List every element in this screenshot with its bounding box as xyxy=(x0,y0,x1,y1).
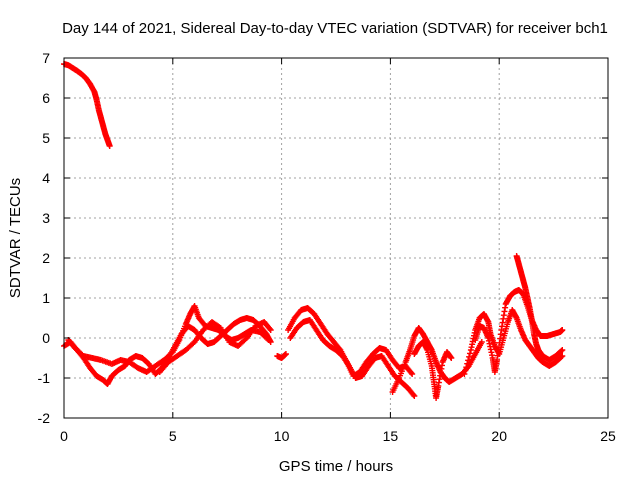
y-tick-label--1: -1 xyxy=(38,370,51,386)
marker-arc-k-13-6 xyxy=(558,347,565,354)
point-arc-h-10 xyxy=(448,355,455,361)
point-arc-g-17 xyxy=(478,339,485,345)
point-arc-i-0 xyxy=(461,371,468,377)
x-tick-label-15: 15 xyxy=(383,428,399,444)
marker-arc-c-12-6 xyxy=(266,325,273,332)
x-tick-label-0: 0 xyxy=(60,428,68,444)
y-tick-label-3: 3 xyxy=(42,210,50,226)
y-tick-label--2: -2 xyxy=(38,410,51,426)
marker-arc-f-18-6 xyxy=(410,391,417,398)
x-tick-label-10: 10 xyxy=(274,428,290,444)
marker-arc-i-0-1 xyxy=(462,367,469,374)
y-tick-label-2: 2 xyxy=(42,250,50,266)
marker-arc-b-26-6 xyxy=(264,335,271,342)
y-tick-label-0: 0 xyxy=(42,330,50,346)
series-arc-early-high xyxy=(61,61,113,149)
axis-ticks: 0 5 10 15 20 25 -2 -1 0 1 2 3 4 5 6 7 xyxy=(38,50,616,444)
marker-arc-i-0-5 xyxy=(466,353,473,360)
point-arc-c-13 xyxy=(267,327,274,333)
y-tick-label-1: 1 xyxy=(42,290,50,306)
point-arc-f-19 xyxy=(411,393,418,399)
plot-frame xyxy=(63,57,609,419)
x-tick-label-25: 25 xyxy=(600,428,616,444)
y-axis-label: SDTVAR / TECUs xyxy=(7,178,24,298)
series-arc-g xyxy=(389,325,485,395)
marker-arc-i-0-2 xyxy=(463,364,470,371)
grid-lines xyxy=(64,58,608,418)
point-arc-b-27 xyxy=(265,337,272,343)
x-axis-label: GPS time / hours xyxy=(279,458,393,475)
series-arc-a xyxy=(61,315,274,387)
y-tick-label-4: 4 xyxy=(42,170,50,186)
marker-arc-e-18-6 xyxy=(408,369,415,376)
x-tick-label-5: 5 xyxy=(169,428,177,444)
marker-arc-i-0-3 xyxy=(464,360,471,367)
marker-arc-i-20-6 xyxy=(558,353,565,360)
series-arc-k xyxy=(513,253,566,363)
series-arc-h xyxy=(411,339,455,401)
chart-title: Day 144 of 2021, Sidereal Day-to-day VTE… xyxy=(62,20,608,37)
point-arc-k-14 xyxy=(559,347,566,353)
series-arc-d xyxy=(274,351,289,361)
point-arc-e-19 xyxy=(409,371,416,377)
data-points xyxy=(61,61,566,401)
marker-arc-i-0-4 xyxy=(465,357,472,364)
y-tick-label-6: 6 xyxy=(42,90,50,106)
y-tick-label-5: 5 xyxy=(42,130,50,146)
x-tick-label-20: 20 xyxy=(491,428,507,444)
point-arc-d-2 xyxy=(282,351,289,357)
point-arc-i-21 xyxy=(559,353,566,359)
marker-arc-i-0-6 xyxy=(466,350,473,357)
point-arc-early-high-14 xyxy=(106,143,113,149)
point-arc-j-20 xyxy=(559,327,566,333)
series-arc-i xyxy=(461,307,566,377)
series-arc-c xyxy=(156,319,274,375)
y-tick-label-7: 7 xyxy=(42,50,50,66)
